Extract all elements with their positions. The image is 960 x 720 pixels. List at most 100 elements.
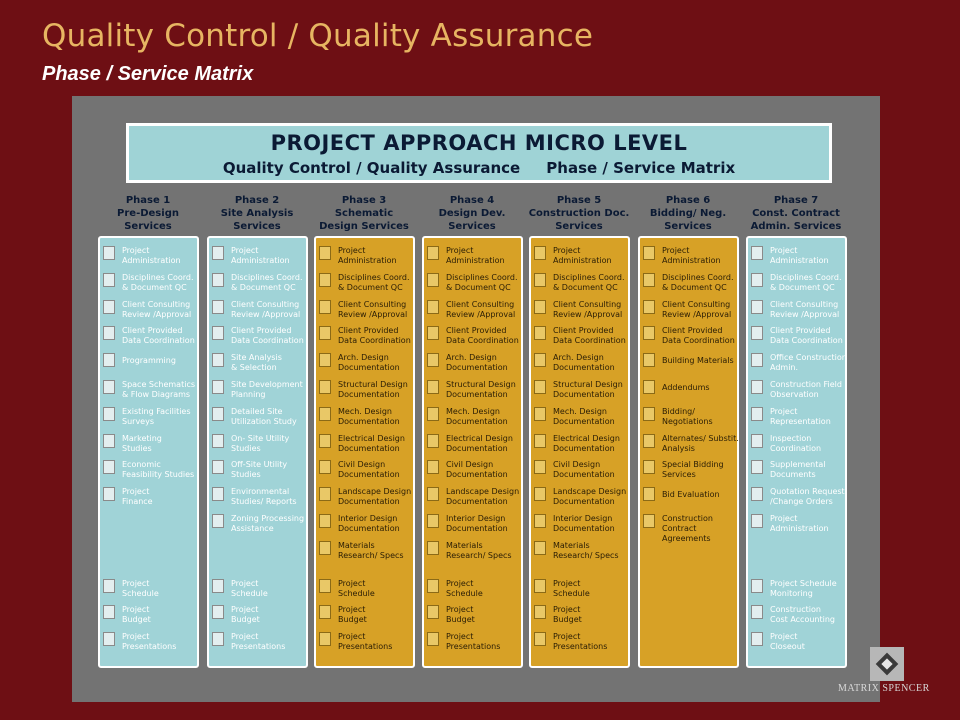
service-checkbox[interactable]	[103, 299, 115, 314]
service-checkbox[interactable]	[534, 605, 546, 620]
service-checkbox[interactable]	[319, 605, 331, 620]
service-checkbox[interactable]	[212, 272, 224, 287]
service-checkbox[interactable]	[534, 487, 546, 502]
service-checkbox[interactable]	[319, 632, 331, 647]
service-checkbox[interactable]	[103, 433, 115, 448]
service-checkbox[interactable]	[534, 326, 546, 341]
service-checkbox[interactable]	[534, 578, 546, 593]
phase-header-1: Phase 1 Pre-Design Services	[94, 194, 202, 233]
service-checkbox[interactable]	[319, 353, 331, 368]
service-checkbox[interactable]	[103, 406, 115, 421]
service-checkbox[interactable]	[212, 326, 224, 341]
service-checkbox[interactable]	[212, 246, 224, 260]
service-checkbox[interactable]	[103, 380, 115, 394]
service-checkbox[interactable]	[427, 272, 439, 287]
service-checkbox[interactable]	[427, 246, 439, 260]
service-checkbox[interactable]	[427, 326, 439, 341]
service-checkbox[interactable]	[751, 460, 763, 475]
service-checkbox[interactable]	[103, 578, 115, 593]
service-checkbox[interactable]	[751, 406, 763, 421]
service-checkbox[interactable]	[427, 299, 439, 314]
service-checkbox[interactable]	[319, 578, 331, 593]
service-checkbox[interactable]	[319, 433, 331, 448]
service-checkbox[interactable]	[212, 487, 224, 502]
service-checkbox[interactable]	[534, 632, 546, 647]
service-checkbox[interactable]	[643, 460, 655, 475]
service-checkbox[interactable]	[751, 326, 763, 341]
service-checkbox[interactable]	[319, 380, 331, 394]
service-checkbox[interactable]	[427, 605, 439, 620]
service-checkbox[interactable]	[534, 272, 546, 287]
service-checkbox[interactable]	[103, 605, 115, 620]
service-checkbox[interactable]	[751, 380, 763, 394]
service-checkbox[interactable]	[751, 299, 763, 314]
service-checkbox[interactable]	[427, 406, 439, 421]
service-checkbox[interactable]	[212, 433, 224, 448]
service-checkbox[interactable]	[427, 578, 439, 593]
service-checkbox[interactable]	[212, 406, 224, 421]
service-checkbox[interactable]	[534, 406, 546, 421]
service-checkbox[interactable]	[212, 605, 224, 620]
service-checkbox[interactable]	[643, 246, 655, 260]
service-checkbox[interactable]	[427, 380, 439, 394]
service-checkbox[interactable]	[103, 460, 115, 475]
service-checkbox[interactable]	[319, 460, 331, 475]
service-checkbox[interactable]	[212, 514, 224, 528]
service-checkbox[interactable]	[534, 246, 546, 260]
service-checkbox[interactable]	[534, 299, 546, 314]
service-checkbox[interactable]	[103, 246, 115, 260]
service-checkbox[interactable]	[643, 433, 655, 448]
service-checkbox[interactable]	[534, 540, 546, 555]
service-checkbox[interactable]	[751, 353, 763, 368]
service-checkbox[interactable]	[643, 380, 655, 394]
service-checkbox[interactable]	[427, 514, 439, 528]
service-checkbox[interactable]	[751, 487, 763, 502]
service-checkbox[interactable]	[103, 632, 115, 647]
service-checkbox[interactable]	[319, 246, 331, 260]
service-checkbox[interactable]	[319, 326, 331, 341]
service-checkbox[interactable]	[103, 487, 115, 502]
service-checkbox[interactable]	[534, 460, 546, 475]
service-checkbox[interactable]	[534, 353, 546, 368]
service-checkbox[interactable]	[534, 514, 546, 528]
service-checkbox[interactable]	[212, 299, 224, 314]
service-checkbox[interactable]	[319, 540, 331, 555]
service-checkbox[interactable]	[751, 246, 763, 260]
service-checkbox[interactable]	[643, 272, 655, 287]
service-checkbox[interactable]	[751, 632, 763, 647]
service-checkbox[interactable]	[643, 514, 655, 528]
service-checkbox[interactable]	[319, 406, 331, 421]
service-checkbox[interactable]	[534, 433, 546, 448]
service-checkbox[interactable]	[643, 299, 655, 314]
service-checkbox[interactable]	[427, 487, 439, 502]
service-checkbox[interactable]	[427, 353, 439, 368]
service-checkbox[interactable]	[643, 326, 655, 341]
service-checkbox[interactable]	[427, 460, 439, 475]
service-checkbox[interactable]	[751, 578, 763, 593]
service-checkbox[interactable]	[319, 299, 331, 314]
service-checkbox[interactable]	[212, 353, 224, 368]
service-checkbox[interactable]	[643, 353, 655, 368]
service-checkbox[interactable]	[212, 380, 224, 394]
service-checkbox[interactable]	[427, 433, 439, 448]
service-checkbox[interactable]	[751, 272, 763, 287]
service-label: Project Budget	[122, 605, 200, 625]
service-checkbox[interactable]	[751, 605, 763, 620]
service-checkbox[interactable]	[751, 514, 763, 528]
service-checkbox[interactable]	[103, 272, 115, 287]
service-label: Project Budget	[553, 605, 631, 625]
service-checkbox[interactable]	[751, 433, 763, 448]
service-checkbox[interactable]	[427, 540, 439, 555]
service-checkbox[interactable]	[643, 406, 655, 421]
service-checkbox[interactable]	[212, 632, 224, 647]
service-checkbox[interactable]	[643, 487, 655, 502]
service-checkbox[interactable]	[319, 514, 331, 528]
service-checkbox[interactable]	[103, 353, 115, 368]
service-checkbox[interactable]	[319, 487, 331, 502]
service-checkbox[interactable]	[212, 460, 224, 475]
service-checkbox[interactable]	[427, 632, 439, 647]
service-checkbox[interactable]	[212, 578, 224, 593]
service-checkbox[interactable]	[319, 272, 331, 287]
service-checkbox[interactable]	[534, 380, 546, 394]
service-checkbox[interactable]	[103, 326, 115, 341]
